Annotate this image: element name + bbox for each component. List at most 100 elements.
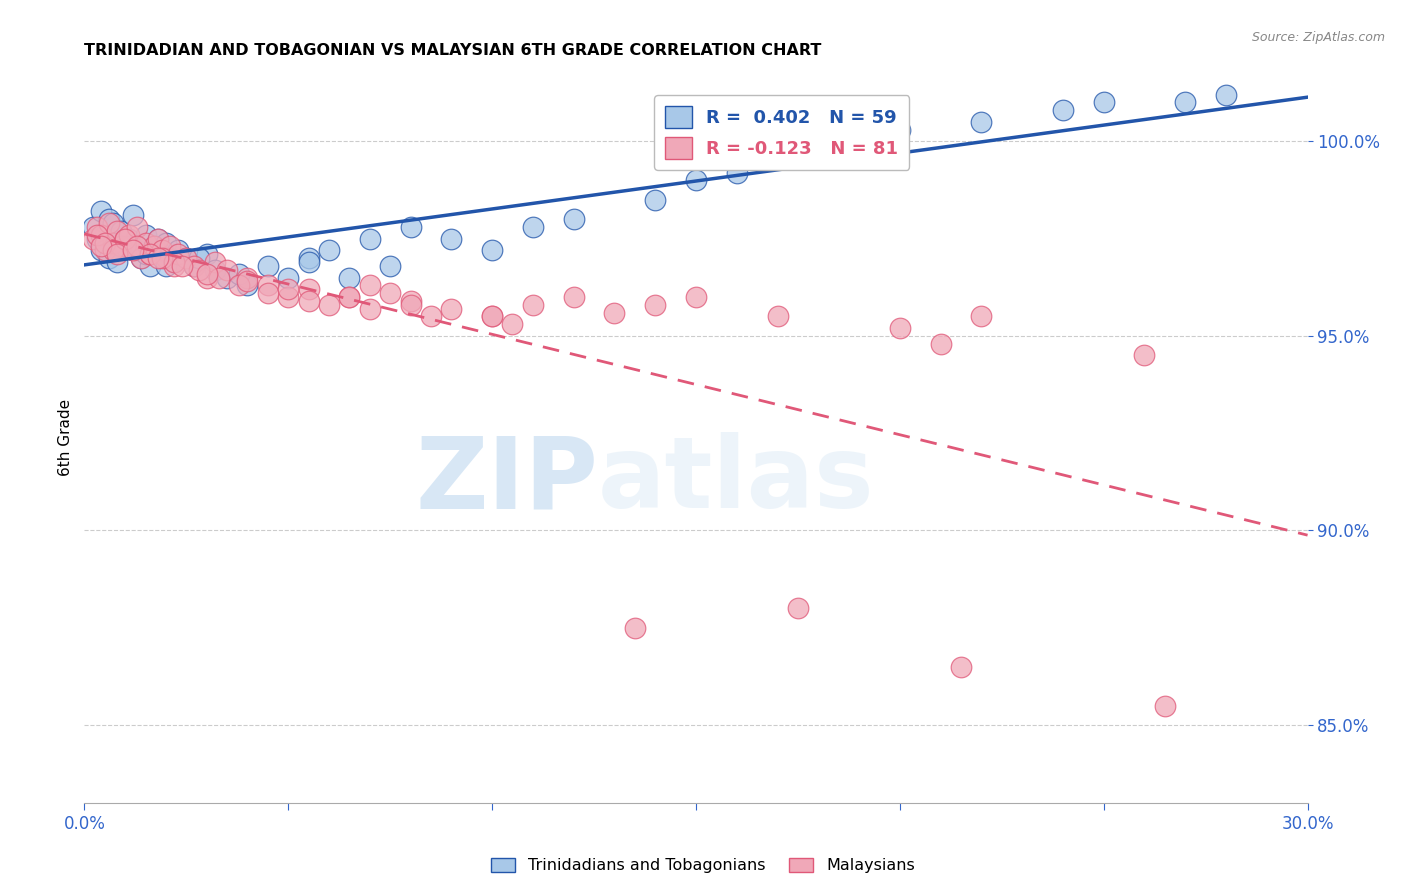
Point [195, 247, 218, 261]
Point [950, 659, 973, 673]
Point [101, 235, 124, 250]
Point [228, 267, 250, 281]
Point [236, 278, 259, 293]
Point [318, 298, 340, 312]
Point [86, 219, 108, 234]
Point [138, 259, 160, 273]
Point [766, 310, 789, 324]
Point [146, 232, 169, 246]
Point [135, 235, 157, 250]
Point [644, 298, 666, 312]
Point [217, 262, 239, 277]
Point [562, 290, 585, 304]
Point [146, 251, 169, 265]
Point [195, 267, 218, 281]
Point [889, 321, 911, 335]
Point [122, 208, 145, 222]
Point [110, 224, 132, 238]
Point [522, 298, 544, 312]
Point [399, 298, 422, 312]
Point [624, 621, 647, 635]
Point [522, 219, 544, 234]
Point [204, 255, 226, 269]
Point [1092, 95, 1115, 110]
Point [339, 270, 361, 285]
Point [93, 227, 115, 242]
Point [228, 278, 250, 293]
Point [359, 278, 381, 293]
Point [101, 244, 124, 258]
Point [114, 232, 136, 246]
Point [562, 212, 585, 227]
Point [122, 244, 145, 258]
Point [97, 216, 120, 230]
Point [204, 262, 226, 277]
Point [1174, 95, 1197, 110]
Point [502, 318, 524, 332]
Point [114, 239, 136, 253]
Point [187, 262, 209, 277]
Point [277, 290, 299, 304]
Point [150, 247, 173, 261]
Point [86, 227, 108, 242]
Point [380, 259, 402, 273]
Point [155, 235, 177, 250]
Point [155, 251, 177, 265]
Legend: R =  0.402   N = 59, R = -0.123   N = 81: R = 0.402 N = 59, R = -0.123 N = 81 [654, 95, 910, 169]
Point [685, 290, 707, 304]
Point [298, 251, 321, 265]
Point [359, 301, 381, 316]
Point [339, 290, 361, 304]
Point [138, 247, 160, 261]
Point [277, 282, 299, 296]
Point [257, 278, 280, 293]
Point [889, 122, 911, 136]
Point [142, 239, 165, 253]
Point [787, 601, 810, 615]
Point [481, 310, 503, 324]
Text: Source: ZipAtlas.com: Source: ZipAtlas.com [1251, 31, 1385, 45]
Point [118, 227, 141, 242]
Point [970, 115, 993, 129]
Text: ZIP: ZIP [415, 433, 598, 530]
Point [807, 135, 830, 149]
Point [440, 232, 463, 246]
Point [298, 282, 321, 296]
Point [105, 255, 128, 269]
Point [183, 259, 205, 273]
Point [93, 244, 115, 258]
Point [105, 247, 128, 261]
Point [1154, 698, 1177, 713]
Point [929, 336, 952, 351]
Point [90, 204, 112, 219]
Point [114, 235, 136, 250]
Point [318, 244, 340, 258]
Point [82, 232, 104, 246]
Point [481, 310, 503, 324]
Point [603, 305, 626, 319]
Point [195, 270, 218, 285]
Point [135, 227, 157, 242]
Point [105, 239, 128, 253]
Point [208, 270, 231, 285]
Point [114, 232, 136, 246]
Point [277, 270, 299, 285]
Point [118, 232, 141, 246]
Point [399, 219, 422, 234]
Point [380, 286, 402, 301]
Point [138, 247, 160, 261]
Point [167, 244, 190, 258]
Point [150, 244, 173, 258]
Point [93, 235, 115, 250]
Point [163, 255, 186, 269]
Point [399, 293, 422, 308]
Point [131, 251, 153, 265]
Point [146, 232, 169, 246]
Point [105, 224, 128, 238]
Point [359, 232, 381, 246]
Point [127, 239, 149, 253]
Point [82, 219, 104, 234]
Point [174, 251, 197, 265]
Point [1133, 348, 1156, 362]
Point [163, 255, 186, 269]
